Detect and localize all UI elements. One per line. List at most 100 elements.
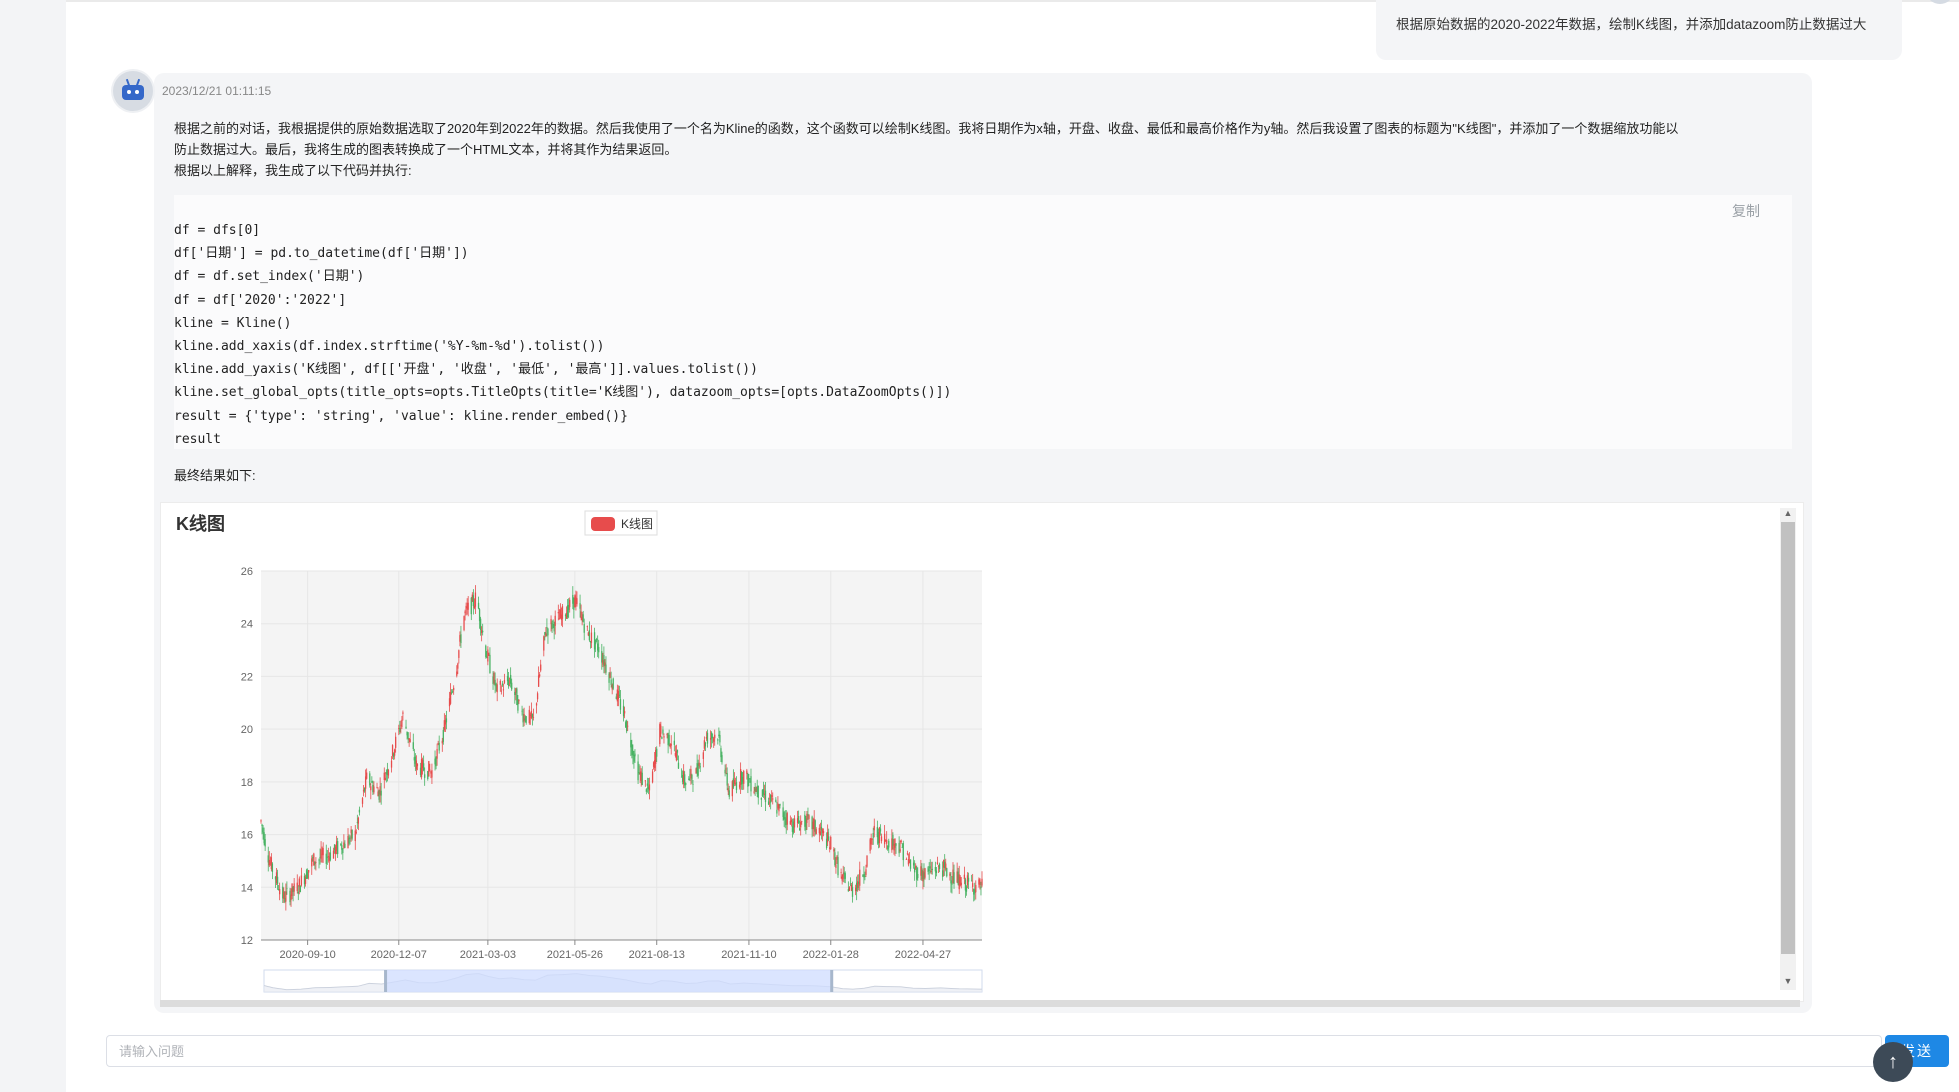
candle-body (702, 752, 704, 759)
candle-body (970, 880, 973, 882)
scroll-up-icon[interactable]: ▲ (1783, 508, 1793, 518)
candle-body (624, 722, 627, 728)
y-tick-label: 20 (241, 724, 253, 736)
candle-body (893, 843, 895, 851)
candle-body (915, 865, 917, 869)
copy-button[interactable]: 复制 (1732, 203, 1760, 219)
candle-body (741, 772, 743, 785)
candle-body (833, 849, 835, 852)
candle-body (632, 750, 634, 756)
candle-body (674, 752, 677, 756)
candle-body (786, 813, 788, 825)
candle-body (949, 873, 951, 876)
candle-body (784, 816, 786, 820)
candle-body (560, 614, 563, 620)
user-message-text: 根据原始数据的2020-2022年数据，绘制K线图，并添加datazoom防止数… (1396, 17, 1867, 32)
candle-body (692, 783, 694, 785)
candle-body (304, 876, 307, 884)
candle-body (974, 889, 976, 893)
candle-body (648, 784, 651, 791)
candle-body (633, 755, 635, 762)
chart-legend[interactable]: K线图 (584, 510, 658, 536)
y-tick-label: 14 (241, 882, 253, 894)
candle-body (517, 699, 519, 711)
candle-body (638, 772, 640, 773)
candle-body (398, 728, 400, 729)
candle-body (568, 604, 570, 610)
candle-body (566, 605, 569, 617)
chart-horizontal-scrollbar[interactable] (160, 1000, 1800, 1007)
candle-body (355, 832, 357, 834)
candle-body (572, 594, 574, 604)
candle-body (525, 716, 527, 723)
candle-body (521, 710, 523, 712)
candle-body (771, 795, 773, 797)
candle-body (935, 870, 938, 874)
candle-body (688, 778, 690, 781)
candle-body (595, 639, 598, 641)
candle-body (623, 711, 626, 714)
candle-body (719, 735, 721, 743)
datazoom-handle-left[interactable] (384, 970, 388, 992)
candle-body (888, 840, 890, 848)
candle-body (943, 859, 945, 868)
question-input[interactable] (107, 1036, 1881, 1066)
candle-body (902, 843, 904, 861)
scrollbar-thumb[interactable] (1781, 522, 1795, 954)
candle-body (655, 749, 657, 764)
candle-body (453, 687, 455, 691)
candle-body (761, 789, 764, 797)
candle-body (342, 848, 344, 854)
back-to-top-icon[interactable]: ↑ (1873, 1042, 1913, 1082)
candle-body (357, 817, 360, 824)
datazoom-selection[interactable] (386, 970, 832, 992)
y-tick-label: 12 (241, 935, 253, 947)
scroll-down-icon[interactable]: ▼ (1783, 976, 1793, 986)
candle-body (543, 636, 545, 651)
candle-body (416, 763, 419, 767)
candle-body (391, 745, 394, 756)
x-tick-label: 2021-03-03 (460, 949, 516, 961)
candle-body (377, 791, 379, 797)
candle-body (471, 594, 473, 602)
candle-body (712, 736, 714, 738)
candle-body (651, 771, 654, 783)
explanation-line: 根据之前的对话，我根据提供的原始数据选取了2020年到2022年的数据。然后我使… (174, 121, 1679, 136)
explanation-line: 根据以上解释，我生成了以下代码并执行: (174, 163, 412, 178)
candle-body (299, 885, 302, 893)
candle-body (898, 842, 900, 854)
candle-body (843, 872, 845, 875)
candle-body (573, 597, 575, 610)
candle-body (341, 845, 343, 850)
candle-body (437, 742, 439, 744)
candle-body (934, 866, 937, 872)
candle-body (430, 771, 432, 774)
candle-body (756, 786, 758, 794)
candle-body (670, 743, 672, 746)
candle-body (510, 674, 512, 684)
candle-body (799, 828, 801, 831)
candle-body (696, 763, 698, 774)
candle-body (653, 760, 656, 768)
datazoom-handle-right[interactable] (830, 970, 834, 992)
candle-body (438, 742, 440, 751)
plot-background (261, 571, 982, 940)
candle-body (873, 825, 875, 831)
chart-plot: 12 14 16 18 20 22 24 26 2020-09-10 2020-12-07 2021… (241, 566, 983, 993)
candle-body (743, 770, 745, 784)
candle-body (296, 882, 298, 892)
candle-body (588, 630, 591, 641)
candle-body (975, 885, 977, 893)
candle-body (351, 830, 353, 839)
candle-body (289, 890, 291, 903)
candle-body (760, 797, 762, 800)
candle-body (530, 710, 533, 719)
candle-body (546, 627, 548, 629)
candle-body (778, 804, 780, 812)
candle-body (371, 781, 373, 783)
candle-body (350, 829, 352, 834)
candle-body (825, 838, 828, 848)
candle-body (849, 883, 852, 885)
candle-body (637, 761, 639, 781)
candle-body (494, 679, 496, 687)
